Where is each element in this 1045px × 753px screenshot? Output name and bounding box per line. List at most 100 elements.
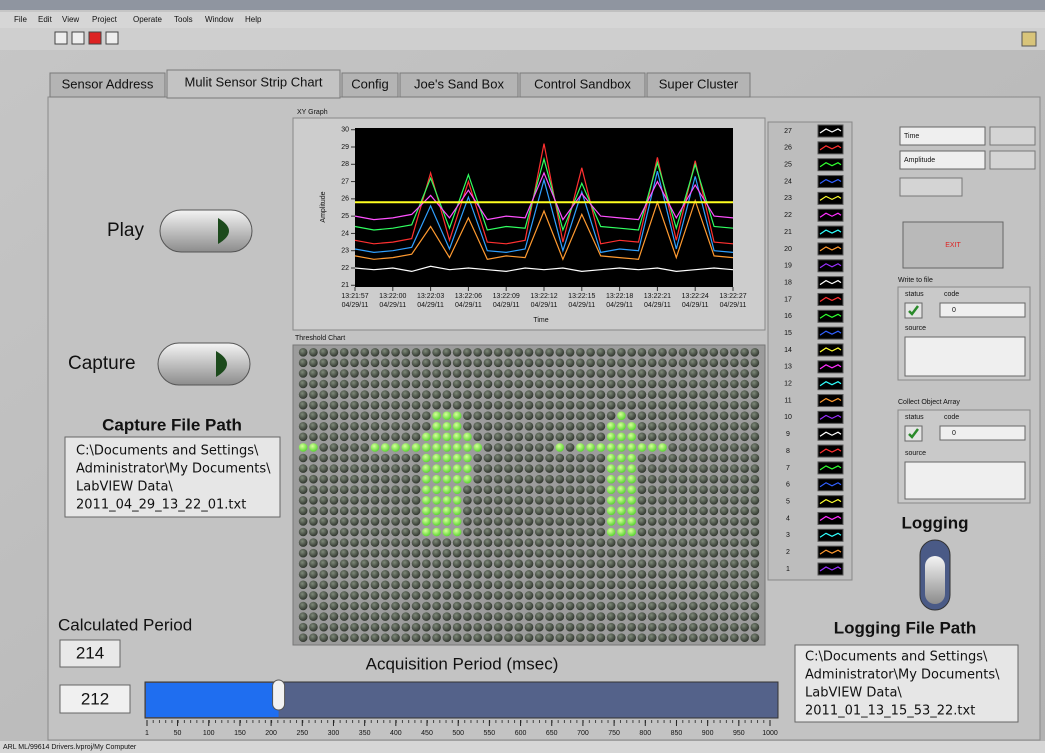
led-off — [412, 528, 421, 537]
led-off — [740, 401, 749, 410]
run-button[interactable] — [55, 32, 67, 44]
led-off — [597, 475, 606, 484]
led-on — [309, 443, 318, 452]
led-off — [463, 612, 472, 621]
led-off — [638, 559, 647, 568]
scale-buttons[interactable] — [990, 151, 1035, 169]
led-off — [689, 612, 698, 621]
abort-button[interactable] — [89, 32, 101, 44]
led-off — [730, 623, 739, 632]
led-off — [463, 496, 472, 505]
led-off — [484, 507, 493, 516]
run-continuous-button[interactable] — [72, 32, 84, 44]
menu-item[interactable]: Help — [245, 15, 262, 24]
led-off — [617, 549, 626, 558]
led-off — [586, 507, 595, 516]
led-off — [597, 549, 606, 558]
led-off — [668, 507, 677, 516]
led-off — [422, 633, 431, 642]
play-button[interactable] — [160, 210, 252, 252]
led-off — [576, 549, 585, 558]
led-off — [381, 454, 390, 463]
led-off — [360, 507, 369, 516]
led-on — [422, 528, 431, 537]
capture-button[interactable] — [158, 343, 250, 385]
led-off — [576, 475, 585, 484]
led-off — [453, 401, 462, 410]
led-on — [627, 517, 636, 526]
slider-tick-label: 250 — [296, 730, 308, 737]
x-tick-label: 13:22:18 — [606, 293, 633, 300]
led-off — [484, 633, 493, 642]
led-off — [525, 623, 534, 632]
led-off — [576, 591, 585, 600]
led-off — [555, 485, 564, 494]
led-off — [566, 507, 575, 516]
led-off — [484, 496, 493, 505]
led-off — [340, 390, 349, 399]
pause-button[interactable] — [106, 32, 118, 44]
led-off — [473, 591, 482, 600]
led-off — [668, 570, 677, 579]
led-off — [566, 538, 575, 547]
led-off — [504, 633, 513, 642]
led-on — [597, 443, 606, 452]
path-line: 2011_04_29_13_22_01.txt — [76, 498, 246, 513]
graph-palette[interactable] — [900, 178, 962, 196]
menu-item[interactable]: Tools — [174, 15, 193, 24]
led-off — [381, 496, 390, 505]
menu-item[interactable]: Operate — [133, 15, 162, 24]
led-off — [432, 369, 441, 378]
menu-item[interactable]: File — [14, 15, 27, 24]
led-off — [319, 507, 328, 516]
led-off — [740, 348, 749, 357]
led-off — [586, 496, 595, 505]
slider-handle[interactable] — [273, 680, 285, 710]
led-off — [319, 559, 328, 568]
led-off — [319, 581, 328, 590]
led-off — [627, 359, 636, 368]
led-off — [299, 380, 308, 389]
led-off — [730, 380, 739, 389]
led-off — [453, 390, 462, 399]
menu-item[interactable]: Window — [205, 15, 234, 24]
led-off — [299, 517, 308, 526]
led-off — [319, 422, 328, 431]
led-off — [545, 433, 554, 442]
led-off — [617, 380, 626, 389]
menu-item[interactable]: Project — [92, 15, 118, 24]
led-off — [504, 623, 513, 632]
led-off — [340, 380, 349, 389]
led-off — [473, 369, 482, 378]
led-on — [453, 464, 462, 473]
menu-item[interactable]: View — [62, 15, 79, 24]
led-off — [299, 602, 308, 611]
led-off — [638, 433, 647, 442]
led-on — [453, 454, 462, 463]
led-off — [576, 538, 585, 547]
led-on — [432, 475, 441, 484]
led-off — [463, 581, 472, 590]
led-off — [566, 517, 575, 526]
led-off — [494, 559, 503, 568]
led-off — [720, 411, 729, 420]
led-off — [453, 581, 462, 590]
led-off — [607, 411, 616, 420]
led-off — [689, 443, 698, 452]
scale-buttons[interactable] — [990, 127, 1035, 145]
led-off — [340, 401, 349, 410]
menu-item[interactable]: Edit — [38, 15, 53, 24]
led-off — [401, 517, 410, 526]
led-off — [648, 401, 657, 410]
led-off — [391, 401, 400, 410]
led-off — [566, 591, 575, 600]
led-off — [545, 475, 554, 484]
acquisition-label: Acquisition Period (msec) — [366, 654, 559, 673]
led-off — [319, 369, 328, 378]
led-off — [360, 549, 369, 558]
legend-label: 26 — [784, 145, 792, 152]
led-off — [709, 570, 718, 579]
led-off — [422, 380, 431, 389]
led-off — [648, 369, 657, 378]
led-off — [494, 485, 503, 494]
